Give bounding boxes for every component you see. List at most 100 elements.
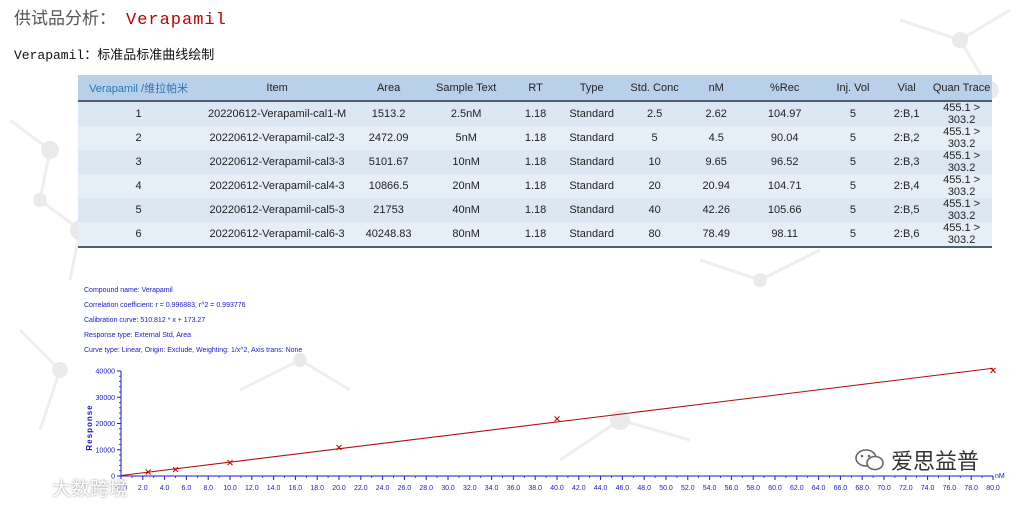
x-tick-label: 34.0 bbox=[485, 485, 499, 492]
x-tick-label: 4.0 bbox=[160, 485, 170, 492]
table-cell: 104.97 bbox=[767, 108, 802, 120]
x-tick-label: 10.0 bbox=[223, 485, 237, 492]
x-tick-label: 70.0 bbox=[877, 485, 891, 492]
x-tick-label: 48.0 bbox=[637, 485, 651, 492]
table-cell: 6 bbox=[78, 222, 200, 248]
sample-name: Verapamil bbox=[126, 11, 227, 30]
x-tick-label: 20.0 bbox=[332, 485, 346, 492]
table-cell: 20220612-Verapamil-cal6-3 bbox=[199, 222, 356, 248]
col-header-sample-text: Sample Text bbox=[422, 75, 511, 102]
table-cell: 5 bbox=[849, 156, 857, 168]
table-cell: 42.26 bbox=[702, 204, 730, 216]
table-cell: 1.18 bbox=[524, 204, 547, 216]
table-row: 2 20220612-Verapamil-cal2-3 2472.09 5nM 1.18… bbox=[78, 126, 992, 150]
col-header-vial: Vial bbox=[882, 75, 932, 102]
table-cell: 40 bbox=[648, 204, 661, 216]
table-cell: 10866.5 bbox=[368, 180, 409, 192]
x-tick-label: 50.0 bbox=[659, 485, 673, 492]
x-tick-label: 22.0 bbox=[354, 485, 368, 492]
table-cell: 40248.83 bbox=[355, 222, 423, 248]
watermark-right: 爱思益普 bbox=[855, 444, 979, 476]
table-cell: 2 bbox=[135, 132, 142, 144]
table-cell: 10nM bbox=[452, 156, 480, 168]
x-tick-label: 58.0 bbox=[746, 485, 760, 492]
table-cell: 2472.09 bbox=[368, 132, 409, 144]
x-tick-label: 32.0 bbox=[463, 485, 477, 492]
table-cell: 105.66 bbox=[767, 204, 802, 216]
table-cell: 4 bbox=[135, 180, 142, 192]
x-tick-label: 46.0 bbox=[616, 485, 630, 492]
table-cell: 4.5 bbox=[708, 132, 724, 144]
x-tick-label: 2.0 bbox=[138, 485, 148, 492]
y-tick-label: 0 bbox=[111, 474, 115, 481]
x-tick-label: 8.0 bbox=[203, 485, 213, 492]
x-tick-label: 80.0 bbox=[986, 485, 1000, 492]
calibration-chart: 0 10000 20000 30000 40000 -0.0 2.0 4.0 6.0 8.0 10.… bbox=[85, 367, 1005, 492]
x-tick-label: 40.0 bbox=[550, 485, 564, 492]
table-cell: 80nM bbox=[422, 222, 511, 248]
table-cell: 5 bbox=[849, 108, 857, 120]
table-cell: 1513.2 bbox=[371, 108, 406, 120]
table-cell: 20220612-Verapamil-cal3-3 bbox=[209, 156, 345, 168]
col-header-compound: Verapamil /维拉帕米 bbox=[78, 75, 200, 102]
table-body: 1 20220612-Verapamil-cal1-M 1513.2 2.5nM 1.1… bbox=[78, 101, 992, 248]
table-cell: 20220612-Verapamil-cal5-3 bbox=[209, 204, 345, 216]
section-subtitle: Verapamil：标准品标准曲线绘制 bbox=[14, 48, 215, 63]
table-row: 3 20220612-Verapamil-cal3-3 5101.67 10nM 1.1… bbox=[78, 150, 992, 174]
table-cell: 455.1 > 303.2 bbox=[943, 174, 981, 198]
x-tick-label: 12.0 bbox=[245, 485, 259, 492]
col-header-type: Type bbox=[561, 75, 623, 102]
response-type: Response type: External Std, Area bbox=[84, 332, 192, 339]
x-tick-label: 30.0 bbox=[441, 485, 455, 492]
brand-logo-icon bbox=[9, 477, 46, 498]
wechat-icon bbox=[855, 449, 884, 471]
table-cell: 20 bbox=[648, 180, 661, 192]
watermark-left: 大数跨境 bbox=[8, 474, 128, 501]
x-tick-label: 6.0 bbox=[182, 485, 192, 492]
calibration-table: Verapamil /维拉帕米 Item Area Sample Text RT… bbox=[78, 75, 992, 248]
col-header-quan-trace: Quan Trace bbox=[931, 75, 992, 102]
table-cell: 80 bbox=[622, 222, 687, 248]
x-tick-label: -0.0 bbox=[115, 485, 127, 492]
x-tick-label: 74.0 bbox=[921, 485, 935, 492]
table-cell: 1.18 bbox=[524, 108, 547, 120]
table-cell: 21753 bbox=[373, 204, 404, 216]
x-tick-label: 18.0 bbox=[310, 485, 324, 492]
page-header: 供试品分析： Verapamil bbox=[14, 4, 227, 30]
y-tick-label: 20000 bbox=[96, 421, 116, 428]
table-cell: Standard bbox=[569, 132, 614, 144]
data-point bbox=[172, 466, 179, 473]
table-cell: 9.65 bbox=[705, 156, 727, 168]
table-cell: 455.1 > 303.2 bbox=[931, 222, 992, 248]
table-cell: 96.52 bbox=[770, 156, 799, 168]
col-header-area: Area bbox=[355, 75, 423, 102]
x-tick-label: 64.0 bbox=[812, 485, 826, 492]
calibration-curve: Calibration curve: 510.812 * x + 173.27 bbox=[84, 317, 206, 324]
y-tick-label: 10000 bbox=[96, 447, 116, 454]
table-cell: 2:B,2 bbox=[893, 132, 920, 144]
table-cell: 5 bbox=[849, 132, 857, 144]
table-cell: Standard bbox=[561, 222, 623, 248]
x-tick-label: 52.0 bbox=[681, 485, 695, 492]
table-cell: 455.1 > 303.2 bbox=[943, 102, 981, 126]
table-cell: 1.18 bbox=[524, 132, 547, 144]
x-tick-label: 42.0 bbox=[572, 485, 586, 492]
x-tick-label: 26.0 bbox=[398, 485, 412, 492]
col-header-nm: nM bbox=[686, 75, 746, 102]
table-cell: 1.18 bbox=[524, 180, 547, 192]
x-tick-label: 62.0 bbox=[790, 485, 804, 492]
x-tick-label: 72.0 bbox=[899, 485, 913, 492]
compound-name: Compound name: Verapamil bbox=[84, 287, 173, 294]
x-tick-label: 60.0 bbox=[768, 485, 782, 492]
fit-line bbox=[120, 367, 994, 477]
x-tick-label: 54.0 bbox=[703, 485, 717, 492]
data-point bbox=[227, 459, 233, 466]
table-cell: 2:B,6 bbox=[882, 222, 932, 248]
table-cell: 1.18 bbox=[524, 156, 547, 168]
table-cell: 455.1 > 303.2 bbox=[943, 198, 981, 222]
y-axis-title: Response bbox=[85, 404, 94, 450]
table-cell: 20220612-Verapamil-cal1-M bbox=[208, 108, 347, 120]
table-cell: 40nM bbox=[452, 204, 480, 216]
table-cell: 20220612-Verapamil-cal4-3 bbox=[209, 180, 345, 192]
table-cell: Standard bbox=[569, 180, 614, 192]
